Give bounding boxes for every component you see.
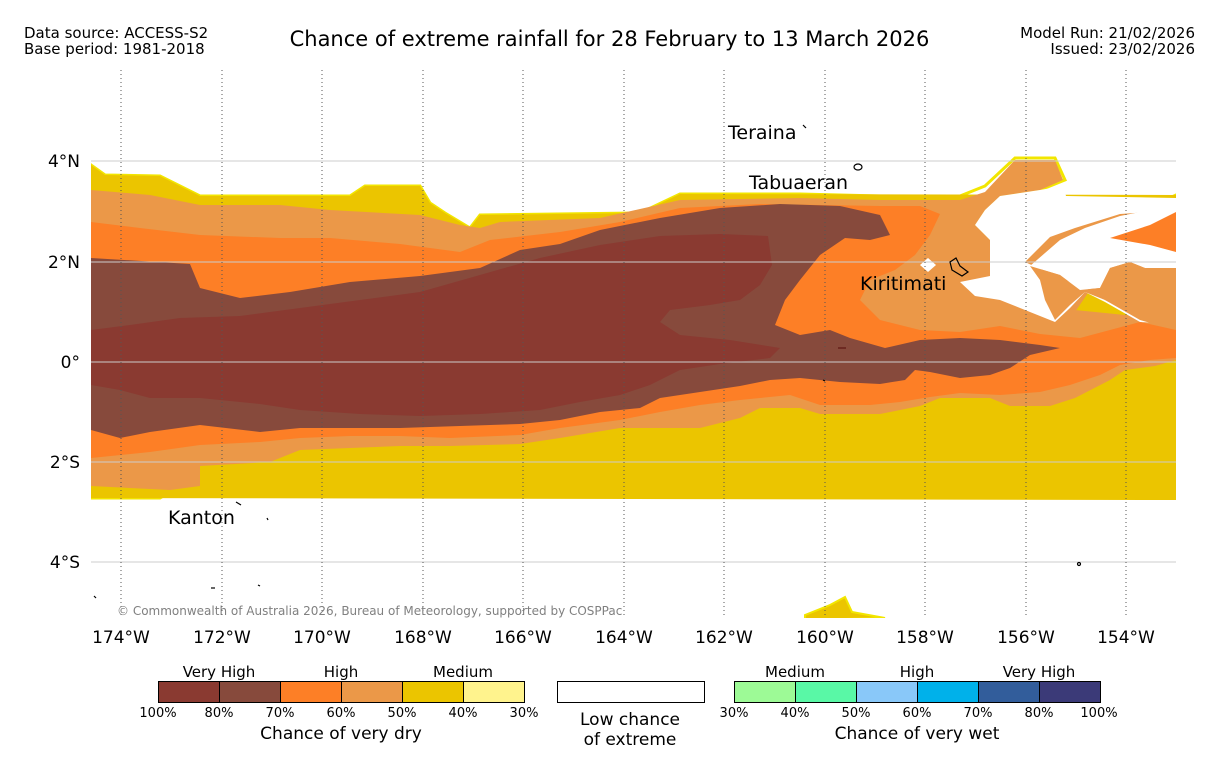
lat-tick-label: 2°N [48, 253, 80, 273]
map-title: Chance of extreme rainfall for 28 Februa… [289, 27, 930, 51]
lon-tick-label: 168°W [394, 628, 452, 648]
kiritimati-island [949, 257, 970, 277]
legend-dry-tick: 30% [509, 706, 539, 721]
kanton-island [235, 501, 242, 506]
legend-low-caption: Low chance of extreme [580, 710, 680, 750]
lat-tick-label: 4°S [50, 553, 80, 573]
dry-70-60-region-top [1110, 212, 1176, 252]
legend-wet-swatch [979, 682, 1040, 702]
legend-wet-caption: Chance of very wet [834, 724, 1000, 744]
map-area [91, 70, 1176, 618]
lon-tick-label: 172°W [193, 628, 251, 648]
legend-dry-group-high: High [323, 663, 359, 681]
dry-60-70-region-right [1030, 262, 1176, 330]
legend-dry-caption: Chance of very dry [260, 724, 422, 744]
base-period-text: Base period: 1981-2018 [24, 40, 205, 58]
header-right: Model Run: 21/02/2026 Issued: 23/02/2026 [1020, 25, 1195, 57]
lat-tick-label: 4°N [48, 152, 80, 172]
legend-dry-swatch [342, 682, 403, 702]
legend-wet-swatch [796, 682, 857, 702]
lon-tick-label: 170°W [293, 628, 351, 648]
lon-tick-label: 156°W [997, 628, 1055, 648]
legend-dry-swatch [159, 682, 220, 702]
legend-dry-tick: 50% [387, 706, 417, 721]
small-island-3 [257, 584, 261, 587]
legend-wet-swatch [918, 682, 979, 702]
lon-tick-label: 174°W [92, 628, 150, 648]
legend-wet-swatch [1040, 682, 1100, 702]
legend-dry-swatch [403, 682, 464, 702]
legend-low-caption-line1: Low chance [580, 710, 680, 730]
small-island-1 [266, 517, 269, 521]
teraina-island [802, 124, 807, 129]
legend-wet-swatch [857, 682, 918, 702]
legend-wet-group-very-high: Very High [1002, 663, 1076, 681]
lon-tick-label: 162°W [695, 628, 753, 648]
teraina-label: Teraina [727, 122, 797, 144]
legend-dry-group-very-high: Very High [182, 663, 256, 681]
legend-wet-group-high: High [899, 663, 935, 681]
legend-dry-tick: 70% [265, 706, 295, 721]
rainfall-map: Teraina Tabuaeran Kiritimati Kanton © Co… [48, 70, 1176, 648]
lat-tick-labels: 4°N 2°N 0° 2°S 4°S [48, 152, 80, 573]
legend-dry-swatch [464, 682, 524, 702]
legend-dry-tick: 100% [139, 706, 177, 721]
legend-wet-tick: 40% [780, 706, 810, 721]
lat-tick-label: 2°S [50, 453, 80, 473]
kanton-label: Kanton [168, 507, 235, 529]
lat-tick-label: 0° [61, 353, 80, 373]
dry-50-small-patch [804, 595, 886, 618]
tabuaeran-island [853, 163, 863, 171]
lon-tick-label: 154°W [1097, 628, 1155, 648]
legend-wet-tick: 70% [963, 706, 993, 721]
legend-dry-tick: 60% [326, 706, 356, 721]
lon-tick-label: 158°W [896, 628, 954, 648]
legend-wet-swatch [735, 682, 796, 702]
legend-dry-swatch [281, 682, 342, 702]
lon-tick-label: 160°W [796, 628, 854, 648]
kiritimati-label: Kiritimati [860, 273, 946, 295]
legend-wet-tick: 100% [1080, 706, 1118, 721]
legend-dry-swatch [220, 682, 281, 702]
copyright-text: © Commonwealth of Australia 2026, Bureau… [117, 604, 622, 618]
small-island-5 [1076, 561, 1082, 567]
legend-dry-swatches [158, 681, 525, 703]
legend-dry-tick: 80% [204, 706, 234, 721]
legend-wet-tick: 80% [1024, 706, 1054, 721]
legend-low-caption-line2: of extreme [583, 730, 677, 750]
legend-wet-swatches [734, 681, 1101, 703]
tabuaeran-label: Tabuaeran [748, 172, 848, 194]
low-chance-gap-right [1030, 198, 1176, 290]
lon-gridlines [120, 70, 1127, 618]
lon-tick-labels: 174°W 172°W 170°W 168°W 166°W 164°W 162°… [92, 628, 1155, 648]
island-outlines [93, 124, 1082, 599]
low-chance-gap [960, 186, 1176, 324]
small-island-7 [822, 379, 826, 382]
legend-wet-tick: 30% [719, 706, 749, 721]
legend-wet-group-medium: Medium [765, 663, 825, 681]
data-source-text: Data source: ACCESS-S2 [24, 24, 209, 42]
legend-wet-tick: 50% [841, 706, 871, 721]
dry-100-80-region [91, 234, 780, 416]
issued-text: Issued: 23/02/2026 [1050, 40, 1195, 58]
model-run-text: Model Run: 21/02/2026 [1020, 24, 1195, 42]
legend-low-swatch [557, 681, 705, 703]
lon-tick-label: 164°W [595, 628, 653, 648]
small-island-4 [93, 595, 97, 599]
legend-dry-tick: 40% [448, 706, 478, 721]
lon-tick-label: 166°W [494, 628, 552, 648]
legend-dry-group-medium: Medium [433, 663, 493, 681]
legend-wet-tick: 60% [902, 706, 932, 721]
header-left: Data source: ACCESS-S2 Base period: 1981… [24, 25, 208, 57]
lat-gridlines [91, 160, 1176, 563]
